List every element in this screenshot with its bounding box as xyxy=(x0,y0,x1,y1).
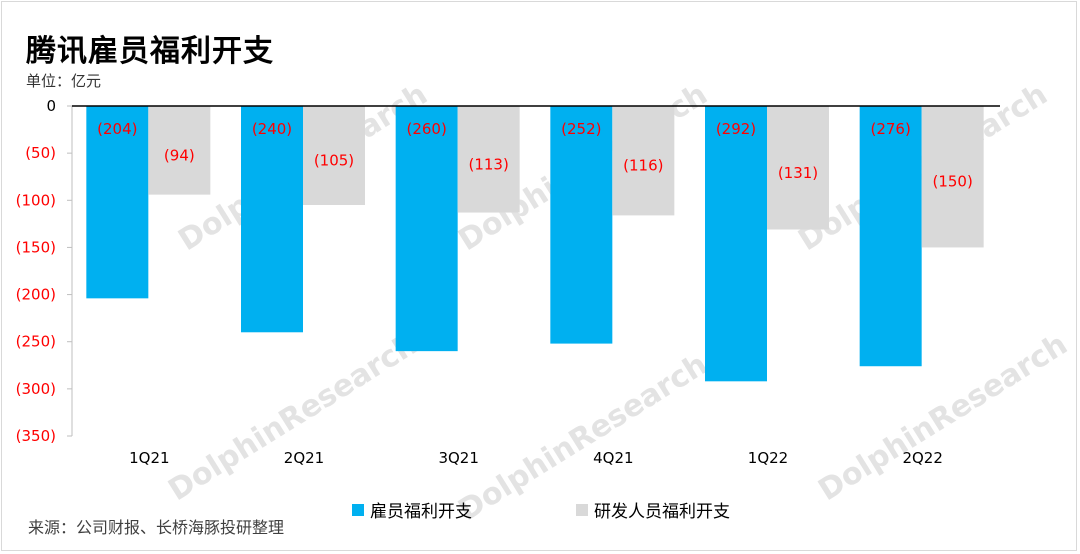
y-tick-label: 0 xyxy=(46,97,56,115)
data-label: (116) xyxy=(623,157,663,175)
x-category-label: 1Q21 xyxy=(129,449,169,467)
data-label: (131) xyxy=(778,164,818,182)
y-tick-label: (300) xyxy=(16,380,56,398)
y-tick-label: (350) xyxy=(16,427,56,445)
chart-title: 腾讯雇员福利开支 xyxy=(26,34,274,69)
data-label: (204) xyxy=(97,120,137,138)
bar-employee-benefits xyxy=(241,106,303,333)
legend-label-series-2: 研发人员福利开支 xyxy=(594,502,730,522)
bar-rd-benefits xyxy=(767,106,829,230)
y-tick-label: (250) xyxy=(16,333,56,351)
y-tick-label: (150) xyxy=(16,238,56,256)
data-label: (292) xyxy=(716,120,756,138)
legend-swatch-blue xyxy=(352,503,364,516)
bar-employee-benefits xyxy=(86,106,149,299)
source-note: 来源：公司财报、长桥海豚投研整理 xyxy=(28,518,285,537)
bar-rd-benefits xyxy=(921,106,984,248)
legend-swatch-gray xyxy=(576,503,588,516)
bar-employee-benefits xyxy=(859,106,922,367)
y-tick-label: (100) xyxy=(16,191,56,209)
data-label: (105) xyxy=(314,152,354,170)
y-tick-label: (50) xyxy=(25,144,56,162)
x-category-label: 3Q21 xyxy=(438,449,478,467)
data-label: (94) xyxy=(164,146,195,164)
x-category-label: 2Q21 xyxy=(284,449,324,467)
x-category-label: 4Q21 xyxy=(593,449,633,467)
data-label: (240) xyxy=(252,120,292,138)
x-category-label: 2Q22 xyxy=(902,449,942,467)
data-label: (260) xyxy=(406,120,446,138)
bar-employee-benefits xyxy=(550,106,613,344)
bar-employee-benefits xyxy=(395,106,458,352)
data-label: (113) xyxy=(468,155,508,173)
bar-employee-benefits xyxy=(705,106,767,382)
bar-rd-benefits xyxy=(612,106,675,216)
data-label: (276) xyxy=(870,120,910,138)
x-category-label: 1Q22 xyxy=(748,449,788,467)
unit-label: 单位：亿元 xyxy=(26,72,102,90)
bar-rd-benefits xyxy=(303,106,365,205)
y-tick-label: (200) xyxy=(16,286,56,304)
data-label: (150) xyxy=(932,173,972,191)
legend-series-2: 研发人员福利开支 xyxy=(576,497,730,522)
data-label: (252) xyxy=(561,120,601,138)
legend-series-1: 雇员福利开支 xyxy=(352,497,472,522)
bar-rd-benefits xyxy=(148,106,211,195)
bar-rd-benefits xyxy=(457,106,520,213)
legend-label-series-1: 雇员福利开支 xyxy=(370,502,472,522)
